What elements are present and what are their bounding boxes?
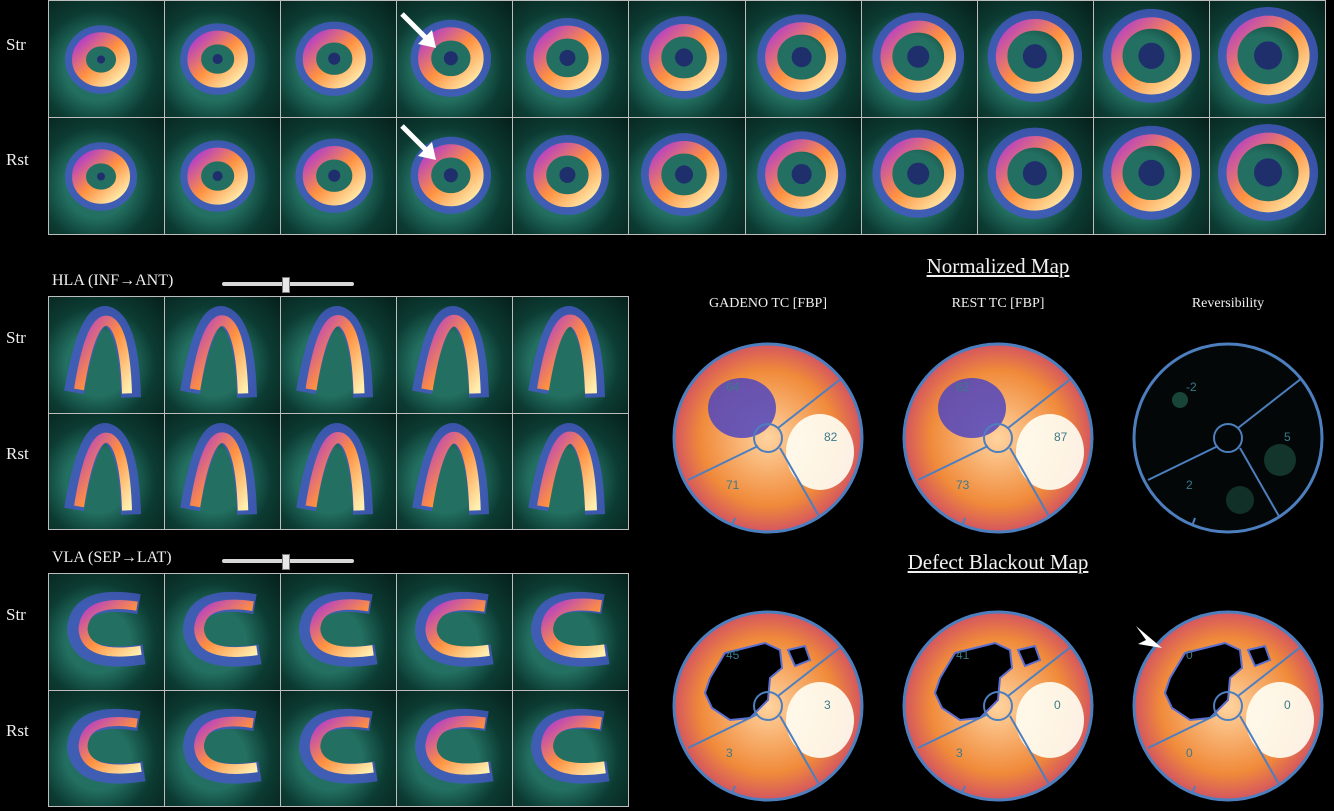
column-title-gadeno: GADENO TC [FBP]: [709, 296, 827, 311]
polar-map-b-1: 41 0 3: [900, 608, 1096, 804]
blackout-map-title: Defect Blackout Map: [907, 550, 1089, 574]
vla-slice-image: [397, 574, 512, 690]
hla-slice-image: [397, 297, 512, 413]
slider-thumb-icon[interactable]: [282, 554, 290, 570]
sa-slice-image: [977, 118, 1093, 234]
vla-label: VLA (SEP→LAT): [52, 549, 172, 566]
hla-slice-image: [281, 297, 396, 413]
hla-slider[interactable]: [222, 277, 354, 293]
segment-value-inferior: 3: [956, 746, 963, 760]
sa-slice-image: [397, 1, 513, 117]
hla-slice-image: [281, 413, 396, 529]
polar-map-n-0: 64 82 71: [670, 340, 866, 536]
polar-map-n-1: 62 87 73: [900, 340, 1096, 536]
vla-slice-image: [49, 690, 164, 806]
sa-slice-image: [1209, 118, 1325, 234]
segment-value-inferior: 3: [726, 746, 733, 760]
segment-value-anterior: 45: [726, 648, 740, 662]
vla-slice-image: [281, 690, 396, 806]
row-label-stress: Str: [6, 328, 26, 347]
vla-slice-image: [281, 574, 396, 690]
segment-value-anterior: 64: [726, 380, 740, 394]
segment-value-anterior: 0: [1186, 648, 1193, 662]
row-label-rest: Rst: [6, 721, 29, 740]
normalized-map-title: Normalized Map: [926, 254, 1070, 278]
segment-value-lateral: 3: [824, 698, 831, 712]
segment-value-anterior: -2: [1186, 380, 1197, 394]
segment-value-inferior: 0: [1186, 746, 1193, 760]
sa-slice-image: [165, 1, 281, 117]
segment-value-lateral: 0: [1284, 698, 1291, 712]
segment-value-inferior: 2: [1186, 478, 1193, 492]
sa-slice-image: [629, 1, 745, 117]
hla-slice-image: [49, 413, 164, 529]
vla-slice-image: [165, 574, 280, 690]
segment-value-lateral: 82: [824, 430, 838, 444]
segment-value-anterior: 62: [956, 380, 970, 394]
sa-slice-image: [861, 1, 977, 117]
vla-slider[interactable]: [222, 554, 354, 570]
sa-slice-image: [513, 1, 629, 117]
sa-slice-image: [1093, 118, 1209, 234]
slider-thumb-icon[interactable]: [282, 277, 290, 293]
segment-value-lateral: 0: [1054, 698, 1061, 712]
vla-slice-image: [49, 574, 164, 690]
segment-value-anterior: 41: [956, 648, 970, 662]
sa-slice-image: [281, 1, 397, 117]
segment-value-inferior: 71: [726, 478, 740, 492]
segment-value-inferior: 73: [956, 478, 970, 492]
hla-slice-image: [513, 297, 628, 413]
hla-slice-image: [165, 413, 280, 529]
column-title-reversibility: Reversibility: [1191, 296, 1265, 311]
polar-map-b-2: 0 0 0: [1130, 608, 1326, 804]
sa-slice-image: [1209, 1, 1325, 117]
polar-map-n-2: -2 5 2: [1130, 340, 1326, 536]
arrow-icon: [400, 124, 436, 160]
arrowhead-icon: [1136, 626, 1162, 648]
segment-value-lateral: 87: [1054, 430, 1068, 444]
vla-slice-image: [513, 690, 628, 806]
hla-slice-image: [165, 297, 280, 413]
vla-slice-image: [165, 690, 280, 806]
column-title-rest: REST TC [FBP]: [951, 296, 1045, 311]
vla-slice-image: [513, 574, 628, 690]
sa-slice-image: [49, 118, 165, 234]
polar-map-b-0: 45 3 3: [670, 608, 866, 804]
short-axis-grid: [48, 0, 1326, 235]
hla-grid: [48, 296, 629, 530]
sa-slice-image: [745, 118, 861, 234]
row-label-stress: Str: [6, 35, 26, 54]
row-label-stress: Str: [6, 605, 26, 624]
hla-slice-image: [513, 413, 628, 529]
sa-slice-image: [629, 118, 745, 234]
sa-slice-image: [281, 118, 397, 234]
vla-slice-image: [397, 690, 512, 806]
sa-slice-image: [861, 118, 977, 234]
hla-slice-image: [397, 413, 512, 529]
row-label-rest: Rst: [6, 150, 29, 169]
sa-slice-image: [745, 1, 861, 117]
vla-grid: [48, 573, 629, 807]
sa-slice-image: [1093, 1, 1209, 117]
hla-slice-image: [49, 297, 164, 413]
sa-slice-image: [165, 118, 281, 234]
hla-label: HLA (INF→ANT): [52, 272, 174, 289]
segment-value-lateral: 5: [1284, 430, 1291, 444]
arrow-icon: [400, 12, 436, 48]
sa-slice-image: [977, 1, 1093, 117]
row-label-rest: Rst: [6, 444, 29, 463]
sa-slice-image: [49, 1, 165, 117]
sa-slice-image: [513, 118, 629, 234]
